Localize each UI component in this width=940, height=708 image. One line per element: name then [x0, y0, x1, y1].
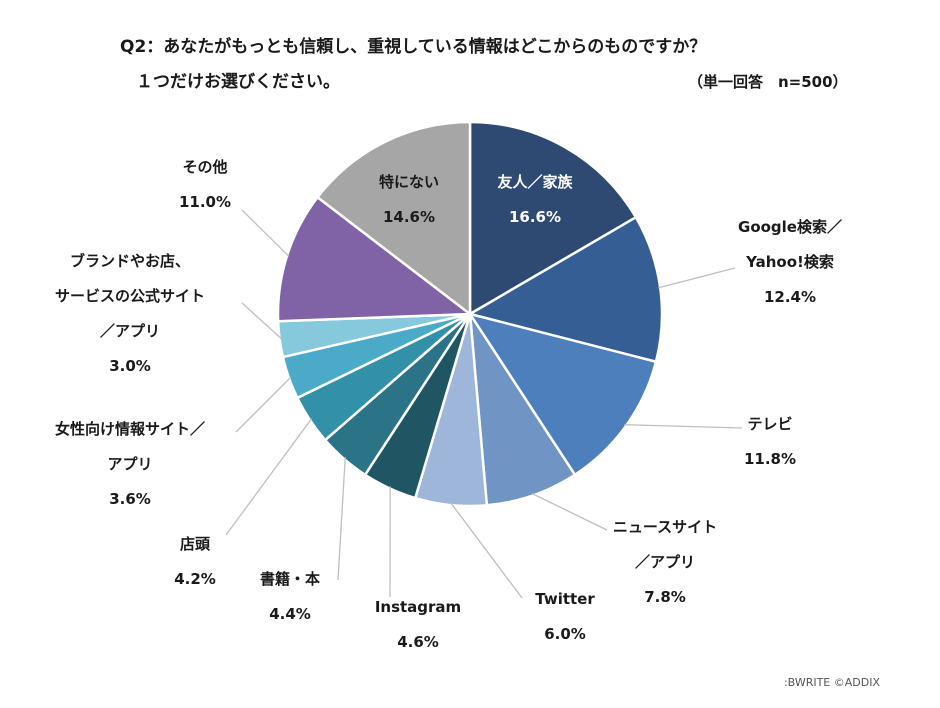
leader-line [337, 457, 346, 581]
leader-line [225, 418, 313, 536]
leader-line [624, 424, 743, 429]
pie-slice [315, 120, 472, 317]
slice-percent: 3.6% [109, 490, 151, 508]
slice-percent: 4.6% [397, 633, 439, 651]
slice-label-text: アプリ [107, 455, 153, 473]
chart-title-line1: Q2：あなたがもっとも信頼し、重視している情報はどこからのものですか？ [120, 37, 707, 57]
slice-label-text: 店頭 [179, 535, 211, 553]
slice-label: 特にない 14.6% [379, 165, 439, 235]
slice-percent: 11.0% [178, 193, 232, 211]
leader-line [658, 267, 736, 289]
slice-label: 書籍・本 4.4% [260, 562, 320, 632]
slice-label-text: ニュースサイト [612, 518, 718, 536]
slice-label-text: Instagram [374, 598, 462, 616]
slice-label-text: 女性向け情報サイト／ [54, 420, 206, 438]
slice-label-text: ／アプリ [99, 322, 161, 340]
slice-percent: 3.0% [109, 357, 151, 375]
slice-percent: 11.8% [743, 450, 797, 468]
slice-percent: 12.4% [763, 288, 817, 306]
slice-label: テレビ 11.8% [744, 407, 796, 477]
credit: :BWRITE ©ADDIX [783, 676, 880, 689]
slice-percent: 16.6% [508, 208, 562, 226]
slice-label-text: Google検索／ [738, 218, 842, 236]
pie-slice [467, 311, 658, 477]
slice-label-text: 書籍・本 [259, 570, 321, 588]
chart-title-line2: １つだけお選びください。 [136, 72, 340, 92]
pie-slice [468, 313, 577, 507]
slice-label: ブランドやお店、 サービスの公式サイト ／アプリ 3.0% [55, 244, 205, 384]
slice-label-text: Twitter [535, 590, 595, 608]
leader-line [531, 492, 608, 531]
leader-line [241, 302, 283, 340]
pie-slice [468, 120, 638, 317]
slice-percent: 4.4% [269, 605, 311, 623]
slice-percent: 4.2% [174, 570, 216, 588]
leader-line [235, 376, 292, 433]
slice-percent: 14.6% [382, 208, 436, 226]
slice-label-text: 特にない [378, 173, 440, 191]
slice-label-text: その他 [182, 158, 228, 176]
pie-slice [276, 195, 474, 323]
slice-label: ニュースサイト ／アプリ 7.8% [613, 510, 717, 615]
slice-label: 友人／家族 16.6% [497, 165, 572, 235]
slice-label-text: サービスの公式サイト [54, 287, 206, 305]
leader-line [241, 209, 290, 257]
slice-label: Google検索／ Yahoo!検索 12.4% [738, 210, 842, 315]
slice-label: 女性向け情報サイト／ アプリ 3.6% [55, 412, 205, 517]
slice-percent: 7.8% [644, 588, 686, 606]
slice-label-text: テレビ [747, 415, 793, 433]
slice-label-text: ／アプリ [634, 553, 696, 571]
slice-percent: 6.0% [544, 625, 586, 643]
slice-label-text: Yahoo!検索 [746, 253, 834, 271]
leader-line [450, 502, 523, 599]
slice-label: Twitter 6.0% [535, 582, 595, 652]
slice-label-text: 友人／家族 [497, 173, 573, 191]
slice-label: Instagram 4.6% [375, 590, 461, 660]
sample-note: （単一回答 n=500） [688, 73, 848, 91]
slice-label: 店頭 4.2% [174, 527, 216, 597]
slice-label-text: ブランドやお店、 [69, 252, 191, 270]
slice-label: その他 11.0% [179, 150, 231, 220]
